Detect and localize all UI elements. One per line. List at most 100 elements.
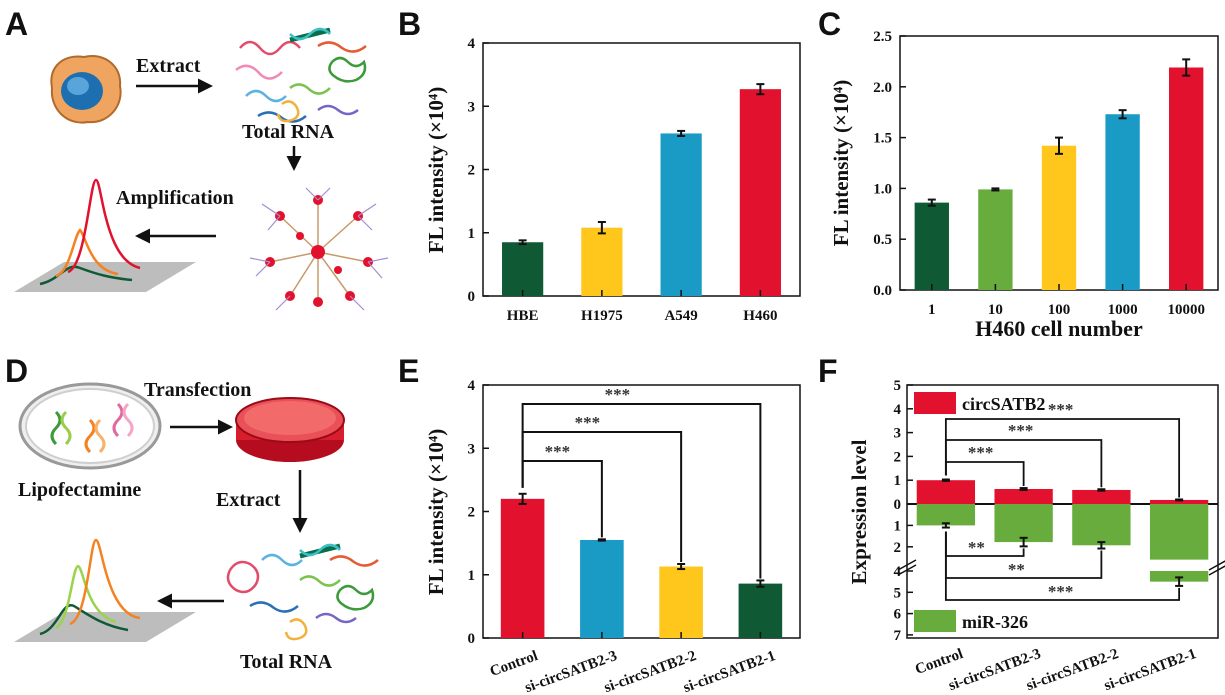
bar xyxy=(500,498,545,638)
plot-frame xyxy=(906,384,1219,639)
x-ticks: Controlsi-circSATB2-3si-circSATB2-2si-ci… xyxy=(913,646,1198,694)
bar-mir326 xyxy=(916,504,976,526)
x-tick-label: 10 xyxy=(988,302,1003,318)
y-tick-label: 2.5 xyxy=(873,29,892,45)
y-tick-label: 0 xyxy=(468,289,476,305)
petri-dish-icon xyxy=(235,397,345,462)
panel-c: C 0.0 0.5 1.0 1.5 2.0 2.5 1 10 100 1000 10000 FL … xyxy=(818,6,1219,341)
bar xyxy=(660,133,702,296)
significance-label: *** xyxy=(545,442,571,461)
y-tick-label: 4 xyxy=(894,402,902,418)
x-tick-label: Control xyxy=(488,648,540,680)
panel-a: A Extract Total RNA Amplification xyxy=(5,6,389,311)
y-tick-label: 4 xyxy=(468,378,476,394)
lipofectamine-label: Lipofectamine xyxy=(18,479,141,501)
bar xyxy=(978,189,1013,290)
significance-bracket xyxy=(521,403,762,579)
y-tick-label: 5 xyxy=(894,585,902,601)
y-axis: 0 1 2 3 4 xyxy=(468,36,489,305)
x-ticks: HBE H1975 A549 H460 xyxy=(507,290,777,324)
y-axis: 0 1 2 3 4 xyxy=(468,378,489,647)
rna-strands-icon xyxy=(235,27,367,123)
significance-label: *** xyxy=(1048,400,1074,419)
legend-swatch-mir326 xyxy=(914,610,956,632)
y-axis: 0.0 0.5 1.0 1.5 2.0 2.5 xyxy=(873,29,906,299)
y-tick-label: 1 xyxy=(468,568,476,584)
y-tick-label: 3 xyxy=(468,441,476,457)
y-axis-label: FL intensity (×10⁴) xyxy=(424,429,448,595)
y-tick-label: 1 xyxy=(468,226,476,242)
significance-label: ** xyxy=(1008,560,1025,579)
significance-bracket xyxy=(944,531,1181,601)
y-tick-label: 2 xyxy=(468,505,476,521)
total-rna-label: Total RNA xyxy=(242,121,335,143)
bar-mir326 xyxy=(1149,571,1209,582)
significance-label: *** xyxy=(1008,421,1034,440)
y-tick-label: 1.5 xyxy=(873,131,892,147)
y-tick-label: 6 xyxy=(894,607,902,623)
y-tick-label: 5 xyxy=(894,378,902,394)
bar-circsatb2 xyxy=(1149,499,1209,504)
legend-label-circsatb2: circSATB2 xyxy=(962,394,1045,414)
y-tick-label: 2 xyxy=(894,540,902,556)
y-axis-label: FL intensity (×10⁴) xyxy=(829,80,853,246)
y-tick-label: 3 xyxy=(894,426,902,442)
panel-f-letter: F xyxy=(818,353,838,389)
y-tick-label: 1 xyxy=(894,518,902,534)
significance-label: *** xyxy=(1048,582,1074,601)
bar xyxy=(502,242,544,296)
x-tick-label: H460 xyxy=(743,308,777,324)
y-tick-label: 1 xyxy=(894,473,902,489)
bar xyxy=(580,539,624,638)
x-tick-label: HBE xyxy=(507,308,539,324)
bar xyxy=(1041,145,1077,290)
bar-circsatb2 xyxy=(994,489,1053,504)
y-tick-label: 2 xyxy=(468,163,476,179)
panel-d: D Transfection Lipofectamine Extract xyxy=(5,353,379,673)
bar xyxy=(659,566,703,638)
y-axis-label: Expression level xyxy=(847,439,871,584)
bars xyxy=(914,58,1204,291)
x-tick-label: 1 xyxy=(928,302,936,318)
legend-label-mir326: miR-326 xyxy=(962,612,1028,632)
dna-network-icon xyxy=(249,187,389,311)
axis-break-icon xyxy=(897,559,1225,576)
bar-mir326 xyxy=(1149,504,1209,560)
amplification-label: Amplification xyxy=(116,187,234,209)
significance-label: *** xyxy=(968,443,994,462)
fluorescence-spectra-icon xyxy=(14,538,196,642)
significance-brackets: **************** xyxy=(944,400,1181,601)
bar xyxy=(1105,114,1140,291)
y-axis: 0 1 2 3 4 5 1 2 4 5 6 7 xyxy=(894,378,913,644)
panel-a-letter: A xyxy=(5,6,28,42)
extract-label-d: Extract xyxy=(216,489,281,511)
bar xyxy=(739,89,781,296)
transfection-label: Transfection xyxy=(144,379,251,401)
bars xyxy=(500,492,783,638)
bar-circsatb2 xyxy=(916,480,976,504)
x-axis-label: H460 cell number xyxy=(975,316,1143,341)
rna-strands-icon xyxy=(226,543,379,641)
y-tick-label: 2 xyxy=(894,449,902,465)
bar xyxy=(581,227,623,296)
bar-circsatb2 xyxy=(1072,489,1131,504)
panel-e-letter: E xyxy=(398,353,419,389)
y-tick-label: 0 xyxy=(468,631,476,647)
significance-bracket xyxy=(944,418,1181,498)
x-tick-label: si-circSATB2-1 xyxy=(681,648,778,695)
x-tick-label: Control xyxy=(913,646,965,678)
bars xyxy=(916,478,1209,587)
significance-label: *** xyxy=(605,385,631,404)
bar-mir326 xyxy=(1072,504,1131,546)
x-ticks: Controlsi-circSATB2-3si-circSATB2-2si-ci… xyxy=(488,632,778,695)
panel-c-letter: C xyxy=(818,6,841,42)
y-tick-label: 4 xyxy=(468,36,476,52)
bar-mir326 xyxy=(994,504,1053,543)
y-tick-label: 4 xyxy=(894,564,902,580)
y-tick-label: 2.0 xyxy=(873,80,892,96)
bar xyxy=(738,583,783,638)
bar xyxy=(914,202,949,290)
